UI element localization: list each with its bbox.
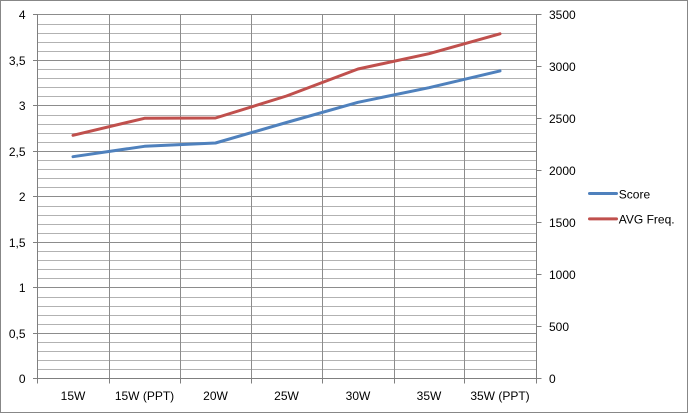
svg-text:2000: 2000 bbox=[549, 164, 576, 178]
svg-text:4: 4 bbox=[19, 8, 26, 22]
svg-text:0,5: 0,5 bbox=[9, 327, 26, 341]
svg-text:3000: 3000 bbox=[549, 60, 576, 74]
svg-text:30W: 30W bbox=[346, 389, 371, 403]
svg-text:3: 3 bbox=[19, 99, 26, 113]
svg-text:1500: 1500 bbox=[549, 216, 576, 230]
svg-text:15W: 15W bbox=[61, 389, 86, 403]
svg-text:2500: 2500 bbox=[549, 112, 576, 126]
svg-text:3500: 3500 bbox=[549, 8, 576, 22]
svg-text:0: 0 bbox=[19, 372, 26, 386]
svg-text:0: 0 bbox=[549, 372, 556, 386]
svg-text:3,5: 3,5 bbox=[9, 54, 26, 68]
svg-text:2,5: 2,5 bbox=[9, 145, 26, 159]
svg-text:500: 500 bbox=[549, 320, 569, 334]
svg-text:1: 1 bbox=[19, 281, 26, 295]
svg-text:25W: 25W bbox=[274, 389, 299, 403]
svg-text:20W: 20W bbox=[203, 389, 228, 403]
svg-text:35W: 35W bbox=[417, 389, 442, 403]
svg-text:1000: 1000 bbox=[549, 268, 576, 282]
svg-text:35W (PPT): 35W (PPT) bbox=[470, 389, 529, 403]
svg-text:15W (PPT): 15W (PPT) bbox=[115, 389, 174, 403]
svg-text:Score: Score bbox=[619, 188, 651, 202]
svg-text:AVG Freq.: AVG Freq. bbox=[619, 213, 675, 227]
svg-text:1,5: 1,5 bbox=[9, 236, 26, 250]
svg-text:2: 2 bbox=[19, 190, 26, 204]
